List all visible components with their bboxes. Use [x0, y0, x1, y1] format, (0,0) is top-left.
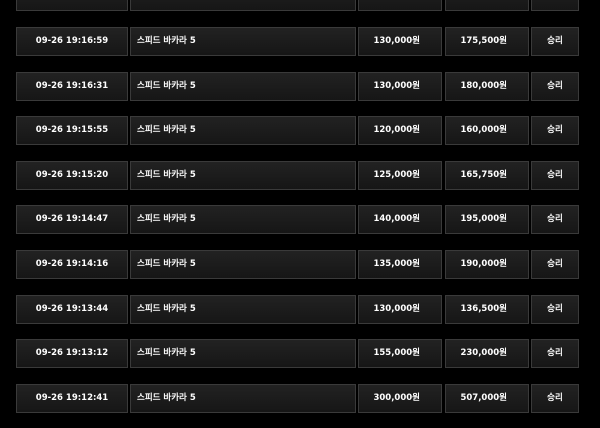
bet-amount: 130,000원: [358, 294, 442, 324]
game-name: 스피드 바카라 5: [130, 294, 356, 324]
bet-time: 09-26 19:13:44: [16, 294, 128, 324]
cell: [358, 0, 442, 11]
result: 승리: [531, 116, 579, 146]
payout-amount: 230,000원: [445, 339, 529, 369]
payout-amount: 160,000원: [445, 116, 529, 146]
cell: [16, 0, 128, 11]
payout-amount: 507,000원: [445, 383, 529, 413]
bet-time: 09-26 19:16:59: [16, 27, 128, 56]
history-row: 09-26 19:13:12 스피드 바카라 5 155,000원 230,000원 승…: [16, 339, 579, 369]
game-name: 스피드 바카라 5: [130, 250, 356, 279]
game-name: 스피드 바카라 5: [130, 383, 356, 413]
result: 승리: [531, 71, 579, 101]
bet-time: 09-26 19:15:55: [16, 116, 128, 146]
bet-time: 09-26 19:12:41: [16, 383, 128, 413]
bet-amount: 135,000원: [358, 250, 442, 279]
history-row: 09-26 19:14:16 스피드 바카라 5 135,000원 190,000원 승…: [16, 250, 579, 279]
partial-row: [16, 0, 579, 11]
bet-time: 09-26 19:13:12: [16, 339, 128, 369]
result: 승리: [531, 294, 579, 324]
history-row: 09-26 19:15:20 스피드 바카라 5 125,000원 165,750원 승…: [16, 160, 579, 190]
history-row: 09-26 19:12:41 스피드 바카라 5 300,000원 507,000원 승…: [16, 383, 579, 413]
payout-amount: 136,500원: [445, 294, 529, 324]
bet-amount: 130,000원: [358, 71, 442, 101]
result: 승리: [531, 205, 579, 235]
result: 승리: [531, 383, 579, 413]
result: 승리: [531, 160, 579, 190]
game-name: 스피드 바카라 5: [130, 116, 356, 146]
payout-amount: 195,000원: [445, 205, 529, 235]
history-row: 09-26 19:14:47 스피드 바카라 5 140,000원 195,000원 승…: [16, 205, 579, 235]
game-name: 스피드 바카라 5: [130, 205, 356, 235]
bet-amount: 155,000원: [358, 339, 442, 369]
history-row: 09-26 19:13:44 스피드 바카라 5 130,000원 136,500원 승…: [16, 294, 579, 324]
result: 승리: [531, 250, 579, 279]
payout-amount: 165,750원: [445, 160, 529, 190]
game-name: 스피드 바카라 5: [130, 27, 356, 56]
bet-amount: 120,000원: [358, 116, 442, 146]
game-name: 스피드 바카라 5: [130, 160, 356, 190]
payout-amount: 175,500원: [445, 27, 529, 56]
bet-time: 09-26 19:14:47: [16, 205, 128, 235]
cell: [445, 0, 529, 11]
game-name: 스피드 바카라 5: [130, 71, 356, 101]
history-row: 09-26 19:16:59 스피드 바카라 5 130,000원 175,500원 승…: [16, 27, 579, 56]
bet-amount: 140,000원: [358, 205, 442, 235]
result: 승리: [531, 27, 579, 56]
bet-amount: 300,000원: [358, 383, 442, 413]
payout-amount: 190,000원: [445, 250, 529, 279]
history-row: 09-26 19:15:55 스피드 바카라 5 120,000원 160,000원 승…: [16, 116, 579, 146]
bet-amount: 125,000원: [358, 160, 442, 190]
bet-time: 09-26 19:15:20: [16, 160, 128, 190]
bet-time: 09-26 19:16:31: [16, 71, 128, 101]
bet-time: 09-26 19:14:16: [16, 250, 128, 279]
cell: [531, 0, 579, 11]
game-name: 스피드 바카라 5: [130, 339, 356, 369]
bet-amount: 130,000원: [358, 27, 442, 56]
result: 승리: [531, 339, 579, 369]
payout-amount: 180,000원: [445, 71, 529, 101]
cell: [130, 0, 356, 11]
history-row: 09-26 19:16:31 스피드 바카라 5 130,000원 180,000원 승…: [16, 71, 579, 101]
